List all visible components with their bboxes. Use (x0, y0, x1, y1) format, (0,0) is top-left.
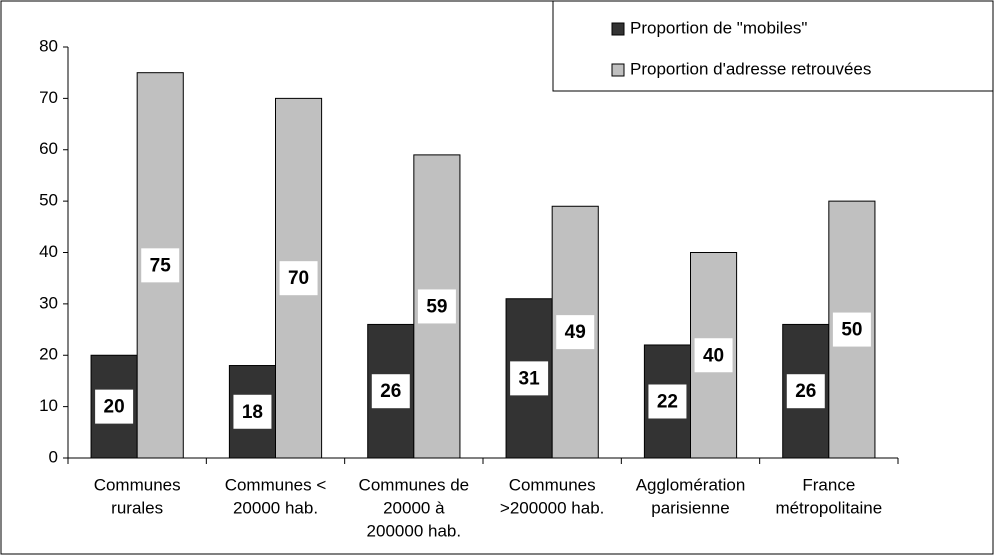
y-tick-label: 0 (49, 447, 58, 466)
y-tick-label: 40 (39, 242, 58, 261)
y-tick-label: 10 (39, 396, 58, 415)
value-label: 31 (519, 368, 541, 389)
legend-swatch (611, 63, 625, 77)
value-label: 49 (565, 322, 586, 343)
legend-swatch (611, 22, 625, 36)
value-label-box (141, 248, 180, 283)
value-label: 50 (841, 320, 862, 341)
x-tick-label: Communes < (225, 475, 327, 494)
y-tick-label: 70 (39, 88, 58, 107)
value-label-box (371, 374, 410, 409)
value-label-box (95, 389, 134, 424)
value-label-box (233, 394, 272, 429)
value-label-box (786, 374, 825, 409)
legend-box (552, 0, 994, 92)
x-tick-label: Communes (94, 475, 181, 494)
y-tick-label: 60 (39, 139, 58, 158)
x-tick-label: France (802, 475, 855, 494)
value-label: 20 (104, 397, 125, 418)
x-tick-label: rurales (111, 498, 163, 517)
legend-label: Proportion d'adresse retrouvées (630, 59, 871, 78)
x-tick-label: 20000 hab. (233, 498, 318, 517)
value-label: 40 (703, 345, 724, 366)
value-label: 75 (150, 255, 172, 276)
x-tick-label: Communes de (359, 475, 470, 494)
x-tick-label: 20000 à (383, 498, 445, 517)
legend-label: Proportion de "mobiles" (630, 18, 807, 37)
value-label-box (694, 338, 733, 373)
value-label: 22 (657, 392, 678, 413)
value-label: 26 (380, 381, 401, 402)
value-label: 26 (795, 381, 816, 402)
x-tick-label: Agglomération (636, 475, 746, 494)
value-label: 59 (426, 296, 447, 317)
value-label-box (648, 384, 687, 419)
y-tick-label: 80 (39, 36, 58, 55)
value-label-box (510, 361, 549, 396)
value-label-box (556, 315, 595, 350)
x-tick-label: parisienne (651, 498, 729, 517)
value-label-box (417, 289, 456, 324)
value-label-box (832, 312, 871, 347)
value-label-box (279, 261, 318, 296)
value-label: 70 (288, 268, 309, 289)
value-label: 18 (242, 402, 263, 423)
y-tick-label: 20 (39, 345, 58, 364)
y-tick-label: 30 (39, 293, 58, 312)
x-tick-label: 200000 hab. (367, 521, 462, 540)
x-tick-label: Communes (509, 475, 596, 494)
x-tick-label: >200000 hab. (500, 498, 604, 517)
x-tick-label: métropolitaine (775, 498, 882, 517)
y-tick-label: 50 (39, 191, 58, 210)
